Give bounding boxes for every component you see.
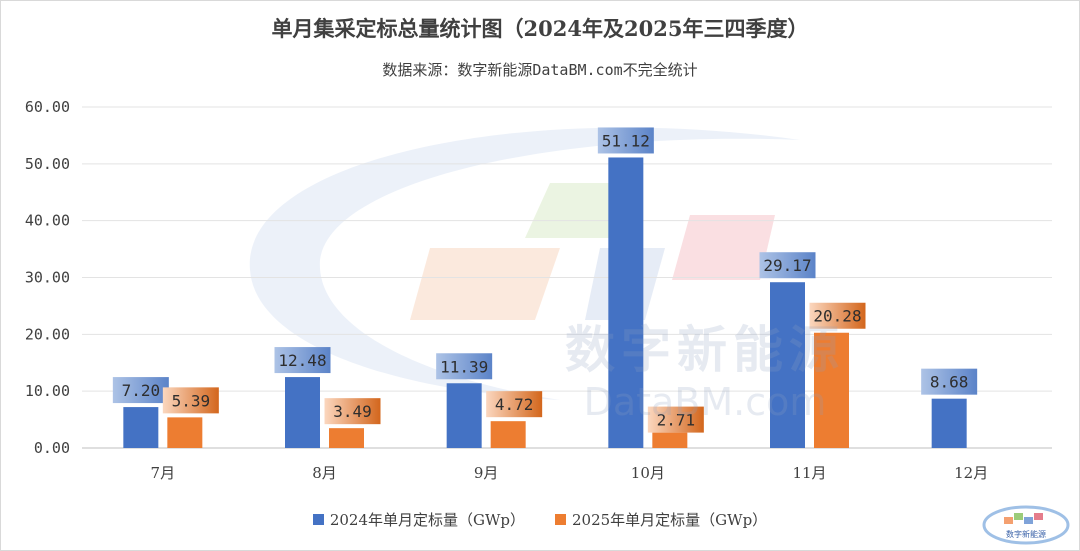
bar-2025 <box>167 417 203 448</box>
data-label-box <box>809 302 866 329</box>
data-label: 29.17 <box>763 256 811 275</box>
x-axis-ticks: 7月 8月 9月 10月 11月 12月 <box>151 464 989 482</box>
bar-2025 <box>490 421 526 448</box>
data-label-box <box>324 398 381 425</box>
y-axis-ticks: 0.00 10.00 20.00 30.00 40.00 50.00 60.00 <box>25 98 70 457</box>
y-tick-label: 10.00 <box>25 382 70 400</box>
bar-2024 <box>608 157 644 448</box>
watermark-text: 数字新能源 <box>565 321 845 379</box>
chart-title: 单月集采定标总量统计图（2024年及2025年三四季度） <box>271 16 809 41</box>
bars <box>123 157 967 448</box>
y-tick-label: 0.00 <box>34 439 70 457</box>
data-label-box <box>921 368 978 395</box>
data-label: 12.48 <box>278 351 326 370</box>
data-label: 2.71 <box>657 411 696 430</box>
corner-logo: 数字新能源 <box>982 505 1070 545</box>
legend: 2024年单月定标量（GWp） 2025年单月定标量（GWp） <box>0 509 1080 530</box>
data-label: 20.28 <box>813 307 861 326</box>
bar-2024 <box>931 398 967 448</box>
y-tick-label: 30.00 <box>25 269 70 287</box>
legend-swatch-2024 <box>312 514 324 525</box>
y-tick-label: 20.00 <box>25 325 70 343</box>
data-label: 3.49 <box>333 402 372 421</box>
bar-2025 <box>814 332 849 448</box>
legend-item-2025: 2025年单月定标量（GWp） <box>555 509 767 530</box>
y-tick-label: 50.00 <box>25 155 70 173</box>
corner-logo-text: 数字新能源 <box>1006 529 1046 539</box>
data-label-box <box>647 406 704 433</box>
data-label: 51.12 <box>602 131 650 150</box>
bar-2025 <box>329 428 364 448</box>
gridlines <box>82 106 1052 449</box>
bar-2024 <box>446 383 482 448</box>
data-label-box <box>112 377 169 404</box>
legend-label-2024: 2024年单月定标量（GWp） <box>329 511 525 529</box>
x-tick-label: 7月 <box>151 464 176 482</box>
data-label-box <box>759 252 816 279</box>
x-tick-label: 8月 <box>312 464 337 482</box>
legend-label-2025: 2025年单月定标量（GWp） <box>572 511 768 529</box>
y-tick-label: 40.00 <box>25 212 70 230</box>
y-tick-label: 60.00 <box>25 98 70 116</box>
x-tick-label: 9月 <box>474 464 499 482</box>
watermark-subtext: DataBM.com <box>583 380 827 424</box>
data-label-box <box>597 127 654 154</box>
bar-2024 <box>770 282 805 448</box>
bar-2024 <box>123 407 159 448</box>
x-tick-label: 10月 <box>631 464 665 482</box>
x-tick-label: 11月 <box>792 464 826 482</box>
data-label-box <box>162 387 219 414</box>
legend-item-2024: 2024年单月定标量（GWp） <box>312 509 525 530</box>
data-label-box <box>436 353 493 380</box>
data-label-box <box>486 391 543 418</box>
chart-subtitle: 数据来源：数字新能源DataBM.com不完全统计 <box>382 61 698 79</box>
data-label: 11.39 <box>440 357 488 376</box>
data-label: 4.72 <box>495 395 534 414</box>
data-label-box <box>274 347 331 374</box>
data-label: 8.68 <box>930 373 969 392</box>
data-label: 7.20 <box>122 381 161 400</box>
bar-2025 <box>652 432 688 448</box>
data-labels: 7.20 5.39 12.48 3.49 11.39 4.72 51.12 2.71 29.17… <box>112 127 978 433</box>
legend-swatch-2025 <box>555 514 566 525</box>
bar-2024 <box>285 377 320 448</box>
data-label: 5.39 <box>172 391 211 410</box>
x-tick-label: 12月 <box>954 464 988 482</box>
